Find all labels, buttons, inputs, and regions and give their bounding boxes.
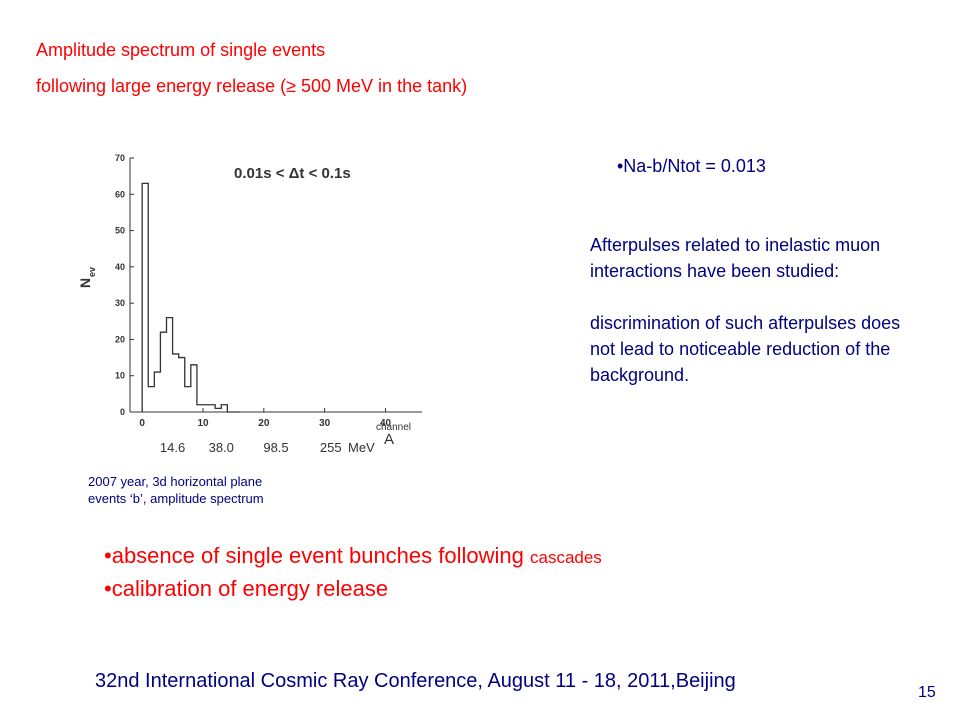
x-axis-mev-label: MeV [348,440,375,455]
mev-tick-label: 98.5 [263,440,288,455]
caption-line1: 2007 year, 3d horizontal plane [88,474,263,489]
description-p1: Afterpulses related to inelastic muon in… [590,235,881,281]
y-ticks: 0 10 20 30 40 50 60 70 [115,153,134,417]
slide-title-line2: following large energy release (≥ 500 Me… [36,76,468,96]
histogram-bar [148,387,154,412]
histogram-bar [203,405,209,412]
histogram-bar [191,365,197,412]
x-tick-label: 20 [258,418,270,429]
histogram-bar [197,405,203,412]
mev-tick-label: 14.6 [160,440,185,455]
slide-title-line1: Amplitude spectrum of single events [36,40,326,60]
y-tick-label: 10 [115,371,125,381]
ratio-text: •Na-b/Ntot = 0.013 [617,156,766,176]
y-tick-label: 0 [120,407,125,417]
histogram-bar [173,354,179,412]
x-tick-label: 30 [319,418,331,429]
x-tick-label: 0 [139,418,145,429]
y-axis-label-sub: ev [87,267,97,277]
description: Afterpulses related to inelastic muon in… [590,232,920,388]
x-ticks: 0 10 20 30 40 [139,408,391,429]
page-number: 15 [918,684,936,701]
x-axis-label: A [384,431,394,448]
y-tick-label: 30 [115,298,125,308]
x-tick-label: 10 [197,418,209,429]
y-tick-label: 20 [115,334,125,344]
histogram-bars [141,182,240,413]
bullet-text: •calibration of energy release [104,576,389,601]
y-tick-label: 40 [115,262,125,272]
mev-tick-label: 38.0 [209,440,234,455]
amplitude-histogram: 0 10 20 30 40 50 60 70 0 10 20 30 40 14.6 38.0 98.5 25… [77,153,422,455]
y-axis-label: N [77,278,93,288]
y-tick-label: 70 [115,153,125,163]
histogram-bar [142,183,148,412]
x-tick-label: 40 [380,418,392,429]
histogram-bar [209,405,215,412]
chart-annotation: 0.01s < Δt < 0.1s [234,165,351,182]
mev-ticks: 14.6 38.0 98.5 255 [160,440,342,455]
histogram-bar [167,318,173,412]
caption-line2: events ‘b’, amplitude spectrum [88,491,264,506]
bullet-text: •absence of single event bunches followi… [104,543,530,568]
conference-footer: 32nd International Cosmic Ray Conference… [95,670,736,692]
histogram-outline [141,182,240,413]
chart-caption: 2007 year, 3d horizontal plane events ‘b… [88,473,264,507]
histogram-bar [154,372,160,412]
chart-axes [129,158,422,413]
histogram-bar [185,387,191,412]
bullet-item: •calibration of energy release [104,573,602,604]
histogram-bar [179,358,185,412]
mev-tick-label: 255 [320,440,342,455]
bullet-item: •absence of single event bunches followi… [104,540,602,573]
y-tick-label: 50 [115,226,125,236]
description-p2: discrimination of such afterpulses does … [590,313,901,385]
bullet-list: •absence of single event bunches followi… [104,540,602,604]
y-tick-label: 60 [115,189,125,199]
x-axis-channel-label: channel [376,422,411,433]
bullet-text-small: cascades [529,548,602,567]
histogram-bar [160,332,166,412]
histogram-bar [221,405,227,412]
